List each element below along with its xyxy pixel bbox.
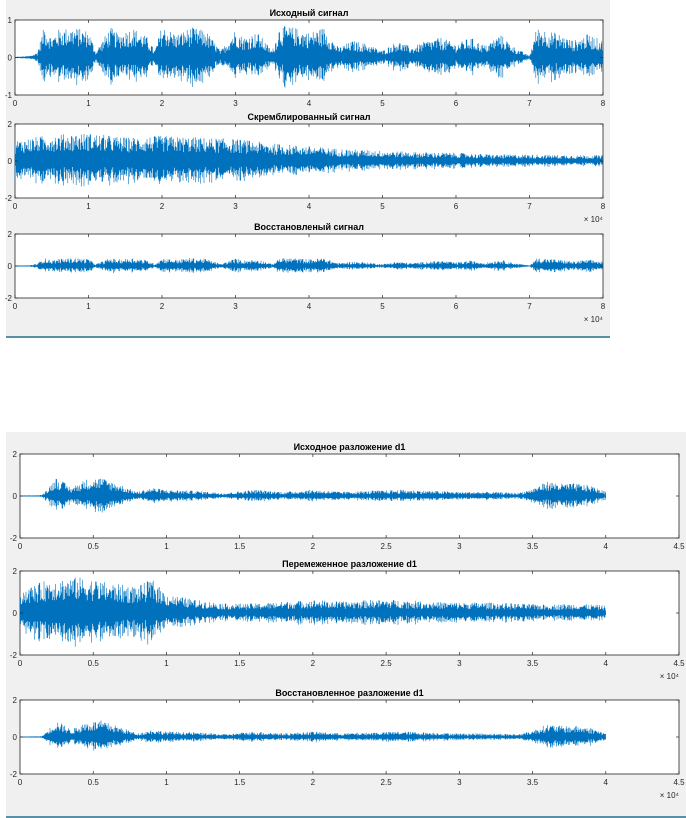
x-tick-label: 2 xyxy=(160,99,165,108)
x-tick-label: 4 xyxy=(307,302,312,311)
x-tick-label: 2 xyxy=(311,778,316,787)
x-tick-label: 6 xyxy=(454,302,459,311)
x-tick-label: 5 xyxy=(380,202,385,211)
y-tick-label: -2 xyxy=(5,194,13,203)
subplot-title: Восстановленый сигнал xyxy=(254,222,364,232)
x-tick-label: 0 xyxy=(18,659,23,668)
x-tick-label: 3.5 xyxy=(527,778,539,787)
x-tick-label: 7 xyxy=(527,99,532,108)
x-tick-label: 3 xyxy=(233,302,238,311)
x-tick-label: 3 xyxy=(457,542,462,551)
x-tick-label: 8 xyxy=(601,202,606,211)
x-exponent-label: × 10⁴ xyxy=(584,315,604,324)
x-tick-label: 4.5 xyxy=(673,659,685,668)
x-tick-label: 1.5 xyxy=(234,542,246,551)
x-tick-label: 5 xyxy=(380,302,385,311)
y-tick-label: -2 xyxy=(10,651,18,660)
y-tick-label: 0 xyxy=(8,262,13,271)
x-tick-label: 7 xyxy=(527,302,532,311)
x-tick-label: 0.5 xyxy=(88,542,100,551)
y-tick-label: 2 xyxy=(13,696,18,705)
x-tick-label: 3 xyxy=(457,778,462,787)
x-tick-label: 2.5 xyxy=(381,659,393,668)
x-tick-label: 1 xyxy=(164,542,169,551)
subplot-title: Исходный сигнал xyxy=(270,8,349,18)
x-tick-label: 1 xyxy=(86,99,91,108)
y-tick-label: 0 xyxy=(13,609,18,618)
x-tick-label: 3 xyxy=(233,99,238,108)
x-tick-label: 1 xyxy=(164,659,169,668)
y-tick-label: 1 xyxy=(8,16,13,25)
subplot-title: Перемеженное разложение d1 xyxy=(282,559,417,569)
x-tick-label: 3 xyxy=(233,202,238,211)
x-tick-label: 4 xyxy=(604,659,609,668)
subplot-title: Восстановленное разложение d1 xyxy=(275,688,423,698)
x-tick-label: 2 xyxy=(311,542,316,551)
y-tick-label: 0 xyxy=(13,733,18,742)
subplot-bottom-3: 0 0.5 1 1.5 2 2.5 3 3.5 4 4.5-202Восстановленное … xyxy=(10,688,685,800)
x-tick-label: 4.5 xyxy=(673,542,685,551)
x-tick-label: 1.5 xyxy=(234,659,246,668)
x-tick-label: 2 xyxy=(160,202,165,211)
y-tick-label: 0 xyxy=(8,54,13,63)
x-tick-label: 1.5 xyxy=(234,778,246,787)
y-tick-label: 0 xyxy=(8,157,13,166)
x-exponent-label: × 10⁴ xyxy=(584,215,604,224)
x-tick-label: 5 xyxy=(380,99,385,108)
x-tick-label: 6 xyxy=(454,202,459,211)
y-tick-label: -2 xyxy=(5,294,13,303)
y-tick-label: -2 xyxy=(10,534,18,543)
y-tick-label: 2 xyxy=(13,450,18,459)
x-exponent-label: × 10⁴ xyxy=(660,672,680,681)
signal-waveform xyxy=(19,577,606,647)
y-tick-label: 0 xyxy=(13,492,18,501)
x-tick-label: 0 xyxy=(13,302,18,311)
x-tick-label: 4 xyxy=(604,778,609,787)
x-tick-label: 0.5 xyxy=(88,659,100,668)
top-figure-panel: 0 1 2 3 4 5 6 7 8 -1 0 1 Исходный сигнал 0 1 2 3 4 5 6 7 8 -2 0… xyxy=(5,0,610,338)
y-tick-label: -1 xyxy=(5,91,13,100)
x-tick-label: 7 xyxy=(527,202,532,211)
x-tick-label: 3.5 xyxy=(527,542,539,551)
x-tick-label: 4 xyxy=(307,99,312,108)
y-tick-label: 2 xyxy=(13,567,18,576)
bottom-figure-panel: 0 0.5 1 1.5 2 2.5 3 3.5 4 4.5 -2 0 2 Исходное разложе… xyxy=(6,432,686,818)
x-tick-label: 2 xyxy=(160,302,165,311)
x-tick-label: 1 xyxy=(164,778,169,787)
x-tick-label: 0 xyxy=(13,99,18,108)
x-tick-label: 1 xyxy=(86,302,91,311)
x-tick-label: 2.5 xyxy=(381,542,393,551)
y-tick-label: -2 xyxy=(10,770,18,779)
subplot-title: Исходное разложение d1 xyxy=(294,442,406,452)
x-tick-label: 3.5 xyxy=(527,659,539,668)
x-tick-label: 8 xyxy=(601,302,606,311)
x-tick-label: 4 xyxy=(604,542,609,551)
x-tick-label: 4 xyxy=(307,202,312,211)
x-tick-label: 0.5 xyxy=(88,778,100,787)
y-tick-label: 2 xyxy=(8,120,13,129)
x-tick-label: 2.5 xyxy=(381,778,393,787)
x-tick-label: 0 xyxy=(18,778,23,787)
x-tick-label: 0 xyxy=(18,542,23,551)
y-tick-label: 2 xyxy=(8,230,13,239)
x-tick-label: 0 xyxy=(13,202,18,211)
x-tick-label: 2 xyxy=(311,659,316,668)
x-tick-label: 3 xyxy=(457,659,462,668)
x-exponent-label: × 10⁴ xyxy=(660,791,680,800)
subplot-title: Скремблированный сигнал xyxy=(248,112,371,122)
x-tick-label: 8 xyxy=(601,99,606,108)
x-tick-label: 1 xyxy=(86,202,91,211)
x-tick-label: 6 xyxy=(454,99,459,108)
x-tick-label: 4.5 xyxy=(673,778,685,787)
